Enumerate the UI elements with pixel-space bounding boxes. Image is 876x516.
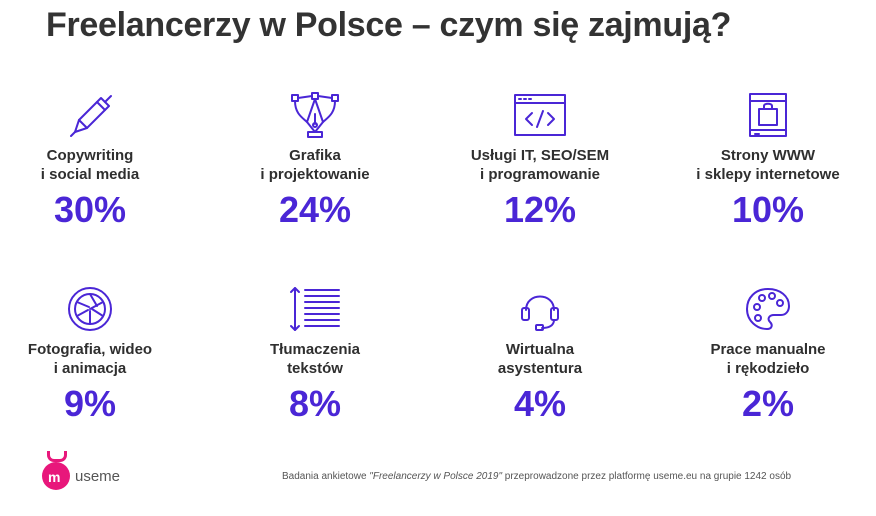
stat-value: 30% (53, 189, 127, 230)
stat-item: Usługi IT, SEO/SEM i programowanie 12% (440, 88, 640, 230)
stat-label: Prace manualne i rękodzieło (710, 341, 826, 377)
shopping-page-icon (749, 93, 787, 137)
source-note: Badania ankietowe "Freelancerzy w Polsce… (282, 471, 792, 482)
stat-value: 10% (731, 189, 805, 230)
stat-value: 4% (513, 383, 567, 424)
stat-value: 9% (63, 383, 117, 424)
stat-label: Usługi IT, SEO/SEM i programowanie (470, 147, 610, 183)
page-title: Freelancerzy w Polsce – czym się zajmują… (46, 6, 732, 44)
useme-logo: m useme (42, 451, 121, 490)
vector-pen-icon (291, 92, 339, 138)
stat-item: Grafika i projektowanie 24% (215, 88, 415, 230)
stat-value: 8% (288, 383, 342, 424)
stat-value: 24% (278, 189, 352, 230)
stat-label: Strony WWW i sklepy internetowe (696, 147, 840, 183)
logo-badge: m (42, 451, 70, 490)
stat-value: 12% (503, 189, 577, 230)
stat-label: Tłumaczenia tekstów (269, 341, 361, 377)
stat-item: Copywriting i social media 30% (0, 88, 190, 230)
aperture-icon (68, 287, 112, 331)
pen-icon (70, 95, 112, 137)
palette-icon (746, 288, 790, 330)
stat-item: Prace manualne i rękodzieło 2% (668, 282, 868, 424)
stat-value: 2% (741, 383, 795, 424)
stat-label: Grafika i projektowanie (260, 147, 370, 183)
code-window-icon (514, 94, 566, 136)
stat-item: Fotografia, wideo i animacja 9% (0, 282, 190, 424)
text-lines-icon (290, 287, 340, 331)
logo-text: useme (75, 467, 121, 485)
stat-item: Strony WWW i sklepy internetowe 10% (668, 88, 868, 230)
stat-label: Copywriting i social media (40, 147, 140, 183)
stat-label: Fotografia, wideo i animacja (27, 341, 153, 377)
headset-icon (521, 295, 559, 331)
stat-label: Wirtualna asystentura (497, 341, 583, 377)
stat-item: Wirtualna asystentura 4% (440, 282, 640, 424)
stat-item: Tłumaczenia tekstów 8% (215, 282, 415, 424)
